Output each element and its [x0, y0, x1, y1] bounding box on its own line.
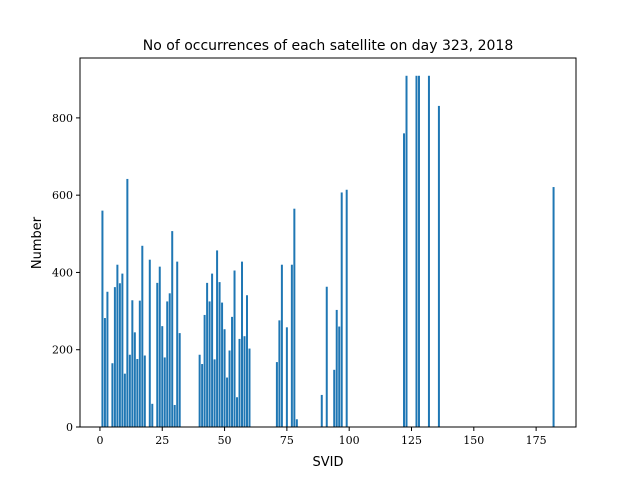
bar: [176, 261, 179, 427]
y-axis-label: Number: [30, 216, 45, 269]
x-tick-label: 75: [280, 434, 294, 447]
bar: [415, 75, 418, 428]
bar: [103, 318, 106, 427]
bar: [143, 355, 146, 427]
bar: [208, 301, 211, 427]
bar: [233, 270, 236, 427]
bar: [111, 363, 114, 427]
x-tick-label: 25: [155, 434, 169, 447]
bar: [221, 302, 224, 427]
x-tick-label: 150: [463, 434, 484, 447]
bar: [228, 350, 231, 427]
bar: [245, 295, 248, 427]
bar: [290, 264, 293, 427]
bar: [241, 261, 244, 427]
bar: [113, 287, 116, 427]
bar: [417, 75, 420, 428]
bar: [236, 397, 239, 427]
bar: [223, 329, 226, 427]
y-tick-label: 0: [66, 421, 73, 434]
bar: [203, 314, 206, 427]
bar: [151, 403, 154, 427]
bar: [216, 250, 219, 427]
bar-series: [101, 75, 555, 428]
bar: [201, 364, 204, 427]
bar: [126, 178, 129, 427]
bar: [275, 362, 278, 427]
bar: [148, 259, 151, 427]
bar: [123, 373, 126, 427]
bar: [163, 357, 166, 427]
x-tick-label: 175: [526, 434, 547, 447]
y-tick-label: 400: [52, 266, 73, 279]
bar: [213, 359, 216, 427]
x-axis-label: SVID: [313, 455, 344, 470]
bar: [340, 192, 343, 427]
bar: [231, 316, 234, 427]
x-tick-label: 125: [401, 434, 422, 447]
y-tick-label: 200: [52, 344, 73, 357]
bar: [131, 300, 134, 427]
x-tick-label: 50: [218, 434, 232, 447]
bar: [106, 291, 109, 427]
axes-border: [79, 57, 577, 428]
bar: [552, 187, 555, 427]
bar: [141, 245, 144, 427]
bar: [173, 404, 176, 427]
bar: [156, 282, 159, 427]
bar: [238, 338, 241, 427]
bar: [161, 326, 164, 427]
bar: [101, 210, 104, 427]
x-tick-label: 0: [96, 434, 103, 447]
x-tick-label: 100: [339, 434, 360, 447]
bar: [243, 336, 246, 427]
bar: [211, 273, 214, 427]
bar: [295, 419, 298, 427]
bar: [280, 264, 283, 427]
chart-title: No of occurrences of each satellite on d…: [143, 38, 513, 54]
bar: [118, 283, 121, 427]
bar: [138, 300, 141, 427]
bar: [335, 309, 338, 427]
bar: [405, 75, 408, 428]
bar: [293, 208, 296, 427]
bar: [121, 273, 124, 427]
bar: [116, 264, 119, 427]
y-tick-label: 600: [52, 189, 73, 202]
bar: [133, 332, 136, 427]
bar: [285, 327, 288, 427]
bar: [248, 348, 251, 427]
bar: [333, 369, 336, 427]
bar: [338, 326, 341, 427]
bar: [345, 189, 348, 427]
axes-frame: [79, 57, 577, 428]
bar: [278, 320, 281, 427]
plot-background: [80, 58, 576, 427]
bar: [320, 394, 323, 427]
bar: [403, 133, 406, 427]
y-axis-ticks: 0 200 400 600 800: [52, 112, 80, 434]
bar: [226, 377, 229, 427]
y-tick-label: 800: [52, 112, 73, 125]
bar: [325, 286, 328, 427]
bar: [206, 282, 209, 427]
bar: [437, 105, 440, 427]
bar: [218, 282, 221, 427]
bar: [168, 293, 171, 427]
bar: [171, 231, 174, 427]
bar: [166, 301, 169, 427]
bar: [128, 354, 131, 427]
x-axis-ticks: 0 25 50 75 100 125 150 175: [96, 427, 547, 447]
plot-area: [80, 58, 576, 427]
bar: [178, 333, 181, 427]
bar: [158, 266, 161, 427]
bar: [427, 75, 430, 428]
bar: [136, 358, 139, 427]
bar: [198, 354, 201, 427]
